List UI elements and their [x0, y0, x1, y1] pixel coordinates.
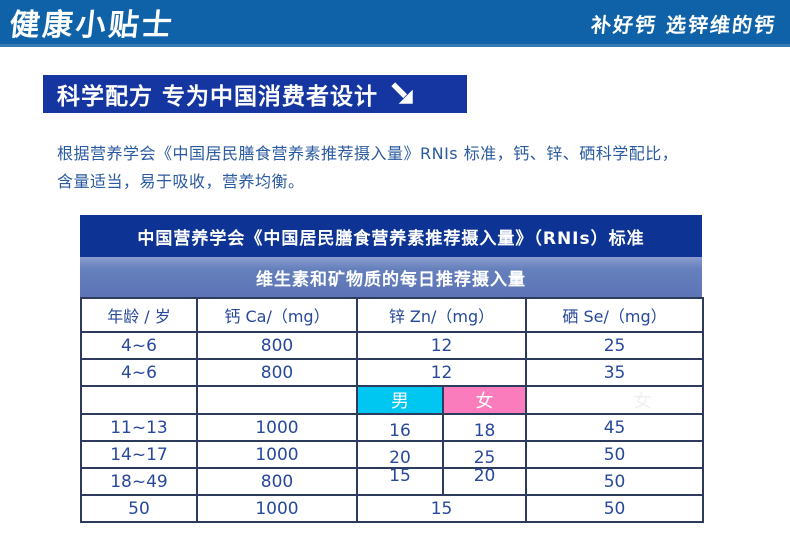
gender-header-row: 男 女 女 [80, 385, 705, 415]
zinc-female-cell: 20 [441, 466, 528, 496]
age-cell: 4~6 [80, 358, 198, 387]
calcium-cell: 1000 [196, 413, 358, 442]
table-subtitle: 维生素和矿物质的每日推荐摄入量 [80, 257, 702, 297]
col-header-selenium: 硒 Se/（mg） [525, 297, 705, 333]
col-header-age: 年龄 / 岁 [80, 297, 198, 333]
brand-logo-text: 健康小贴士 [7, 8, 177, 43]
intro-paragraph: 根据营养学会《中国居民膳食营养素推荐摄入量》RNIs 标准，钙、锌、硒科学配比，… [57, 140, 750, 196]
intro-line-2: 含量适当，易于吸收，营养均衡。 [57, 172, 305, 191]
ghost-watermark: 女 [633, 391, 652, 412]
age-cell: 4~6 [80, 331, 198, 360]
empty-cell: 女 [525, 385, 705, 415]
top-banner: 健康小贴士 补好钙 选锌维的钙 [0, 0, 790, 47]
arrow-down-right-icon [390, 81, 416, 107]
zinc-male-cell: 15 [356, 466, 444, 496]
table-row: 4~6 800 12 25 [80, 331, 705, 360]
zinc-female-cell: 18 [441, 413, 528, 442]
table-row: 50 1000 15 50 [80, 494, 705, 523]
slogan-text: 补好钙 选锌维的钙 [589, 13, 778, 37]
female-header-cell: 女 [441, 385, 528, 415]
zinc-cell: 12 [355, 358, 528, 387]
age-cell: 14~17 [80, 440, 198, 469]
table-header-row: 年龄 / 岁 钙 Ca/（mg） 锌 Zn/（mg） 硒 Se/（mg） [80, 297, 705, 333]
intro-line-1: 根据营养学会《中国居民膳食营养素推荐摄入量》RNIs 标准，钙、锌、硒科学配比， [57, 144, 679, 163]
age-cell: 50 [80, 494, 198, 523]
table-row: 11~13 1000 16 18 45 [80, 413, 705, 442]
zinc-female-cell: 25 [441, 440, 528, 469]
table-row: 4~6 800 12 35 [80, 358, 705, 387]
selenium-cell: 25 [525, 331, 705, 360]
selenium-cell: 50 [525, 440, 705, 469]
calcium-cell: 800 [196, 358, 358, 387]
col-header-zinc: 锌 Zn/（mg） [355, 297, 528, 333]
empty-cell [196, 385, 358, 415]
table-title: 中国营养学会《中国居民膳食营养素推荐摄入量》（RNIs）标准 [80, 215, 702, 257]
calcium-cell: 800 [196, 467, 358, 496]
rnis-table: 中国营养学会《中国居民膳食营养素推荐摄入量》（RNIs）标准 维生素和矿物质的每… [80, 215, 705, 523]
calcium-cell: 800 [196, 331, 358, 360]
col-header-calcium: 钙 Ca/（mg） [196, 297, 358, 333]
calcium-cell: 1000 [196, 494, 358, 523]
zinc-male-cell: 20 [356, 440, 444, 469]
table-row: 14~17 1000 20 25 50 [80, 440, 705, 469]
age-cell: 11~13 [80, 413, 198, 442]
age-cell: 18~49 [80, 467, 198, 496]
table-row: 18~49 800 15 20 50 [80, 466, 705, 496]
selenium-cell: 50 [525, 467, 705, 496]
section-title-bar: 科学配方 专为中国消费者设计 [43, 75, 467, 113]
intake-table: 年龄 / 岁 钙 Ca/（mg） 锌 Zn/（mg） 硒 Se/（mg） 4~6… [80, 297, 705, 523]
selenium-cell: 35 [525, 358, 705, 387]
zinc-cell: 15 [355, 494, 528, 523]
male-header-cell: 男 [356, 385, 444, 415]
zinc-male-cell: 16 [356, 413, 444, 442]
selenium-cell: 50 [525, 494, 705, 523]
section-title-text: 科学配方 专为中国消费者设计 [57, 84, 379, 110]
empty-cell [80, 385, 198, 415]
zinc-cell: 12 [355, 331, 528, 360]
calcium-cell: 1000 [196, 440, 358, 469]
selenium-cell: 45 [525, 413, 705, 442]
